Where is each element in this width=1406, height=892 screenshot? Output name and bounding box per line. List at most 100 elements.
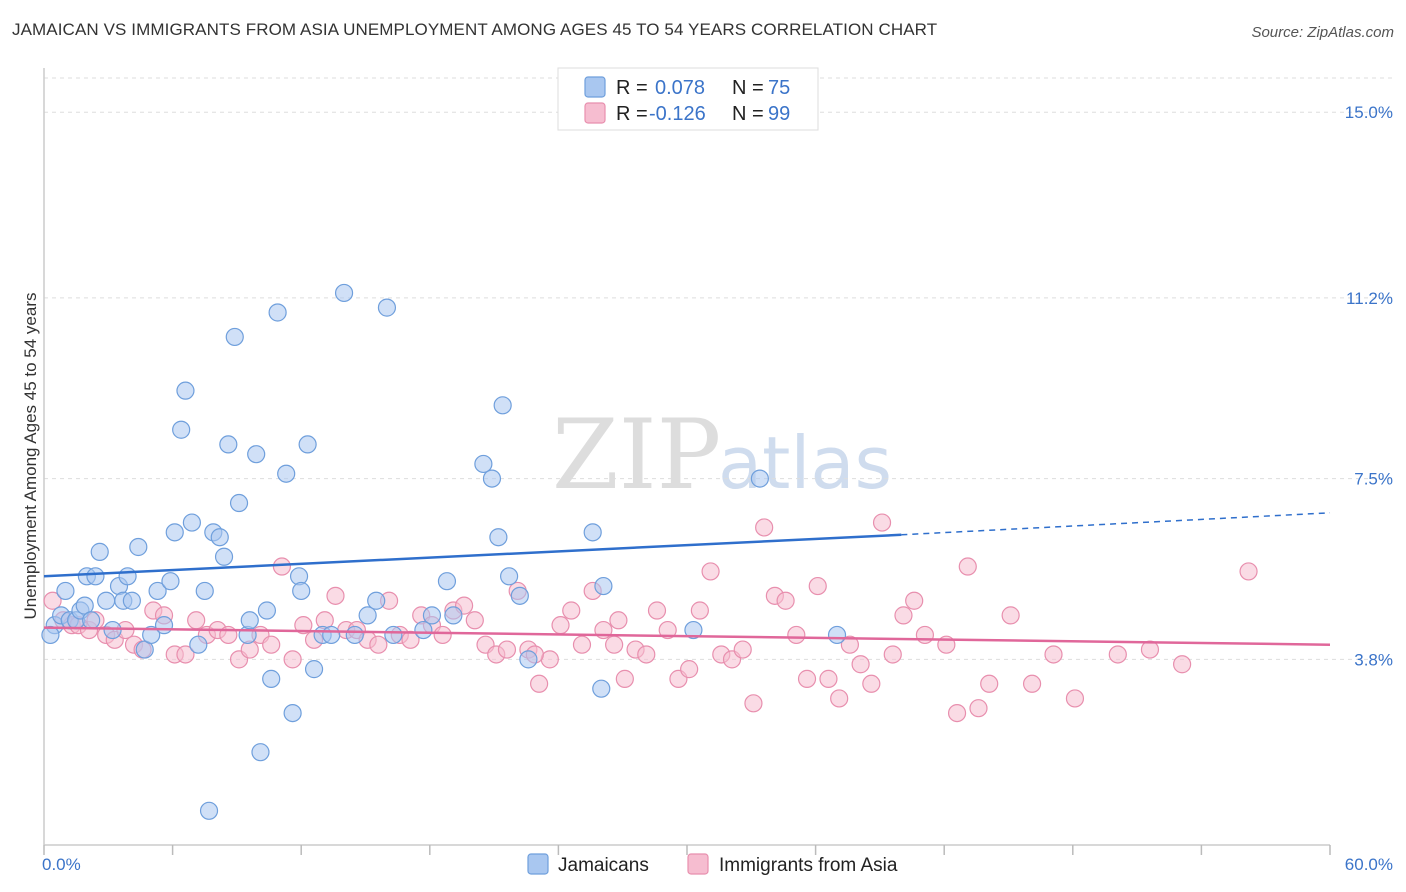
- series-asia-points: [43, 513, 1258, 723]
- jamaicans-point: [414, 620, 433, 640]
- jamaicans-point: [444, 606, 463, 625]
- legend: R = 0.078 N = 75 R = -0.126 N = 99: [557, 67, 819, 131]
- y-tick-label: 7.5%: [1354, 470, 1393, 489]
- jamaicans-point: [97, 591, 116, 610]
- jamaicans-point: [750, 469, 769, 488]
- jamaicans-point: [161, 572, 180, 591]
- jamaicans-point: [118, 567, 137, 586]
- jamaicans-point: [482, 469, 502, 488]
- asia-point: [980, 674, 999, 693]
- legend-r-value-0: 0.078: [655, 77, 705, 99]
- jamaicans-point: [257, 601, 277, 620]
- asia-point: [562, 601, 581, 620]
- asia-point: [465, 611, 484, 630]
- asia-point: [808, 576, 827, 596]
- asia-point: [776, 591, 795, 610]
- source-label: Source: ZipAtlas.com: [1251, 24, 1394, 41]
- chart-title: JAMAICAN VS IMMIGRANTS FROM ASIA UNEMPLO…: [12, 20, 938, 39]
- jamaicans-point: [334, 283, 354, 303]
- asia-point: [905, 591, 924, 610]
- jamaicans-point: [283, 703, 302, 723]
- asia-point: [733, 640, 752, 659]
- asia-trend-line: [43, 626, 1331, 646]
- jamaicans-point: [262, 669, 281, 688]
- asia-point: [797, 669, 817, 688]
- asia-point: [947, 703, 967, 723]
- jamaicans-trend-extension: [901, 512, 1331, 536]
- series-jamaicans-points: [41, 283, 847, 820]
- legend-r-value-1: -0.126: [649, 103, 706, 125]
- asia-point: [894, 606, 913, 625]
- asia-point: [883, 645, 902, 664]
- asia-point: [326, 586, 345, 605]
- jamaicans-point: [422, 606, 442, 625]
- asia-point: [915, 625, 935, 645]
- asia-point: [551, 616, 570, 635]
- jamaicans-point: [90, 542, 109, 561]
- jamaicans-point: [82, 611, 101, 630]
- jamaicans-point: [154, 616, 174, 635]
- legend-r-label-1: R =: [616, 103, 648, 125]
- asia-point: [744, 694, 763, 713]
- legend-n-label-1: N =: [732, 103, 764, 125]
- legend-n-value-1: 99: [768, 103, 790, 125]
- asia-point: [605, 635, 624, 654]
- x-tick-label-min: 0.0%: [42, 855, 81, 874]
- x-tick-label-max: 60.0%: [1345, 855, 1393, 874]
- asia-point: [969, 699, 988, 718]
- jamaicans-point: [247, 445, 266, 464]
- jamaicans-point: [189, 635, 208, 654]
- y-tick-label: 15.0%: [1345, 103, 1393, 122]
- y-tick-label: 3.8%: [1354, 650, 1393, 669]
- jamaicans-point: [176, 381, 195, 400]
- jamaicans-point: [304, 660, 324, 679]
- jamaicans-point: [292, 581, 311, 601]
- jamaicans-point: [165, 523, 184, 542]
- asia-point: [851, 655, 870, 674]
- legend-n-label-0: N =: [732, 77, 764, 99]
- jamaicans-point: [103, 620, 122, 640]
- asia-point: [497, 640, 517, 659]
- asia-point: [433, 625, 452, 645]
- jamaicans-point: [142, 625, 161, 645]
- asia-point: [540, 650, 559, 669]
- jamaicans-trend-line: [43, 533, 902, 578]
- bottom-legend-asia: Immigrants from Asia: [719, 855, 898, 876]
- jamaicans-point: [827, 625, 847, 645]
- asia-point: [637, 645, 656, 664]
- jamaicans-point: [367, 591, 386, 610]
- legend-swatch-jamaicans: [584, 76, 606, 98]
- jamaicans-point: [182, 513, 201, 532]
- asia-point: [1044, 645, 1063, 664]
- jamaicans-point: [86, 567, 105, 586]
- asia-point: [43, 591, 62, 610]
- asia-point: [701, 562, 720, 581]
- asia-point: [680, 660, 699, 679]
- asia-point: [830, 689, 849, 708]
- asia-point: [187, 611, 206, 630]
- trend-lines: [43, 512, 1331, 646]
- jamaicans-point: [510, 586, 529, 605]
- asia-point: [283, 650, 302, 669]
- jamaicans-point: [214, 547, 234, 566]
- jamaicans-point: [148, 581, 167, 601]
- asia-point: [840, 635, 859, 654]
- legend-n-value-0: 75: [768, 77, 790, 99]
- jamaicans-point: [199, 801, 219, 820]
- asia-point: [647, 601, 667, 620]
- jamaicans-point: [122, 591, 141, 610]
- asia-point: [272, 557, 292, 576]
- asia-point: [658, 620, 677, 640]
- asia-point: [1239, 562, 1258, 581]
- jamaicans-point: [684, 620, 703, 640]
- asia-point: [609, 611, 628, 630]
- jamaicans-point: [592, 679, 611, 698]
- bottom-legend-jamaicans: Jamaicans: [558, 855, 649, 876]
- watermark-atlas: atlas: [718, 421, 892, 505]
- jamaicans-point: [322, 625, 341, 645]
- legend-r-label-0: R =: [616, 77, 648, 99]
- jamaicans-point: [229, 493, 249, 513]
- jamaicans-point: [129, 537, 148, 557]
- asia-point: [787, 625, 806, 645]
- jamaicans-point: [345, 625, 364, 645]
